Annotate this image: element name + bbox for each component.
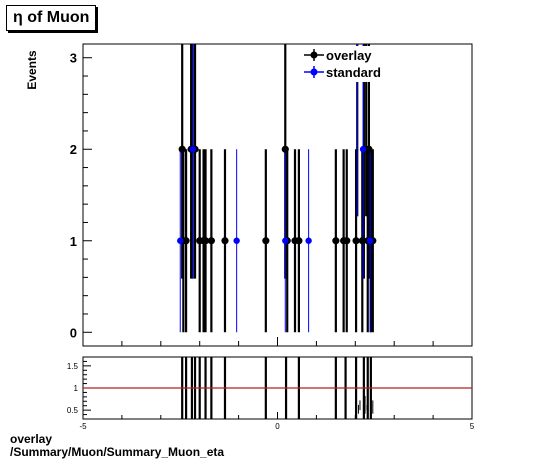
overlay-point <box>281 145 289 153</box>
standard-point <box>233 237 240 244</box>
overlay-point <box>352 237 360 245</box>
legend: overlay standard <box>300 46 388 82</box>
overlay-point <box>262 237 270 245</box>
standard-point <box>282 237 289 244</box>
ratio-axes: 0.5 1 1.5 -5 0 5 <box>67 360 475 431</box>
main-frame-rect <box>82 43 473 347</box>
ratio-x-tick-label: 0 <box>275 422 280 431</box>
ratio-x-tick-label: 5 <box>470 422 475 431</box>
ratio-y-tick-label: 1 <box>74 384 79 393</box>
legend-label-overlay: overlay <box>326 48 372 63</box>
standard-point <box>366 237 374 244</box>
overlay-point <box>182 237 190 245</box>
y-tick-label: 1 <box>70 234 77 249</box>
ratio-y-tick-label: 0.5 <box>67 406 79 415</box>
overlay-point <box>332 237 340 245</box>
overlay-point <box>365 145 373 153</box>
overlay-point <box>295 237 303 245</box>
overlay-point <box>178 145 186 153</box>
y-tick-label: 2 <box>70 142 77 157</box>
standard-point <box>189 146 196 153</box>
main-error-bars <box>179 44 374 333</box>
chart-title: η of Muon <box>6 5 97 31</box>
y-tick-label: 3 <box>70 51 77 66</box>
ratio-x-tick-label: -5 <box>79 422 87 431</box>
ratio-bars <box>83 357 472 419</box>
ratio-y-tick-label: 1.5 <box>67 362 79 371</box>
standard-point <box>359 146 367 153</box>
legend-marker-overlay <box>310 51 318 59</box>
standard-point <box>305 237 312 244</box>
overlay-point <box>201 237 210 245</box>
footer-line-2: /Summary/Muon/Summary_Muon_eta <box>10 445 225 459</box>
overlay-point <box>343 237 351 245</box>
standard-point <box>177 237 184 244</box>
legend-label-standard: standard <box>326 65 381 80</box>
overlay-point <box>221 237 229 245</box>
overlay-point <box>207 237 215 245</box>
overlay-point <box>358 237 366 245</box>
legend-marker-standard <box>310 68 318 76</box>
main-plot-frame <box>82 43 473 347</box>
y-tick-label: 0 <box>70 325 77 340</box>
main-y-axis: 0 1 2 3 <box>70 51 473 346</box>
footer-path: overlay /Summary/Muon/Summary_Muon_eta <box>10 433 224 459</box>
y-axis-label: Events <box>25 50 39 90</box>
footer-line-1: overlay <box>10 432 53 446</box>
